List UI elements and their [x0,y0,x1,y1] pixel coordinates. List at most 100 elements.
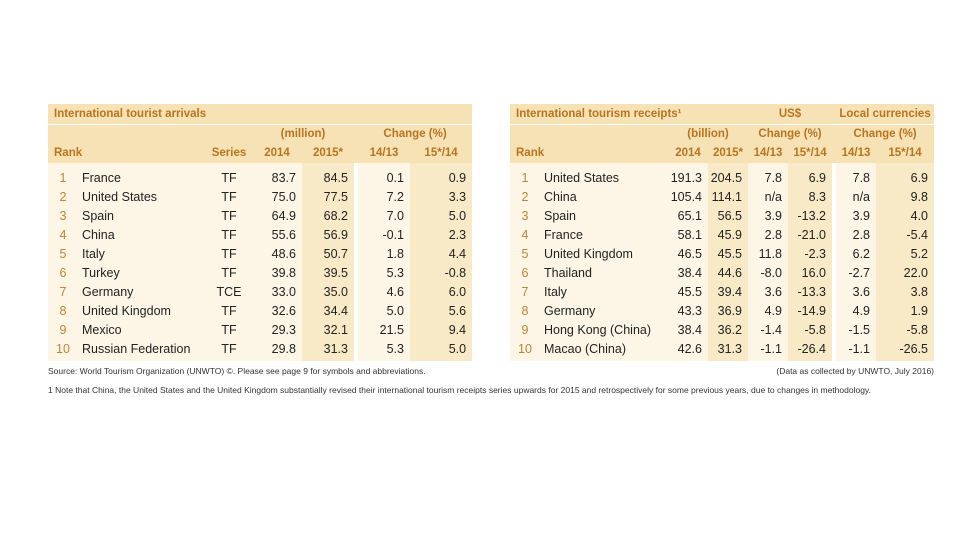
change-1514-cell: 5.0 [410,207,473,226]
rank-cell: 9 [510,321,540,340]
rank-header: Rank [48,144,206,163]
value-2014-cell: 64.9 [252,207,302,226]
value-2015-cell: 31.3 [302,340,354,361]
rank-cell: 1 [510,163,540,188]
series-cell: TF [206,188,252,207]
country-cell: China [78,226,206,245]
table-row: 1 France TF 83.7 84.5 0.1 0.9 [48,163,473,188]
rank-cell: 2 [510,188,540,207]
change-1514-cell: 5.6 [410,302,473,321]
local-change-1413-cell: -1.1 [836,340,877,361]
receipts-title: International tourism receipts¹ [510,104,749,125]
country-cell: Russian Federation [78,340,206,361]
country-cell: Italy [78,245,206,264]
country-cell: Germany [78,283,206,302]
year-2015-header: 2015* [708,144,749,163]
value-2015-cell: 77.5 [302,188,354,207]
change-1514-cell: -0.8 [410,264,473,283]
table-row: 9 Hong Kong (China) 38.4 36.2 -1.4 -5.8 -1.5 -5… [510,321,935,340]
table-row: 10 Russian Federation TF 29.8 31.3 5.3 5.0 [48,340,473,361]
local-change-1413-cell: -2.7 [836,264,877,283]
change-1514-cell: -21.0 [788,226,833,245]
series-cell: TF [206,207,252,226]
country-cell: Hong Kong (China) [540,321,668,340]
local-change-1413-cell: 6.2 [836,245,877,264]
rank-cell: 6 [510,264,540,283]
local-change-1413-header: 14/13 [836,144,877,163]
value-2015-cell: 32.1 [302,321,354,340]
arrivals-unit: (million) [252,124,354,144]
rank-cell: 2 [48,188,78,207]
arrivals-unit-row: (million) Change (%) [48,124,473,144]
change-1413-cell: -0.1 [358,226,410,245]
country-cell: United Kingdom [540,245,668,264]
table-row: 2 United States TF 75.0 77.5 7.2 3.3 [48,188,473,207]
country-cell: United States [78,188,206,207]
table-row: 9 Mexico TF 29.3 32.1 21.5 9.4 [48,321,473,340]
table-row: 3 Spain 65.1 56.5 3.9 -13.2 3.9 4.0 [510,207,935,226]
country-cell: Turkey [78,264,206,283]
rank-cell: 10 [48,340,78,361]
year-2014-header: 2014 [252,144,302,163]
table-row: 6 Turkey TF 39.8 39.5 5.3 -0.8 [48,264,473,283]
value-2015-cell: 39.5 [302,264,354,283]
value-2014-cell: 55.6 [252,226,302,245]
change-1413-cell: 5.0 [358,302,410,321]
value-2014-cell: 48.6 [252,245,302,264]
table-row: 5 Italy TF 48.6 50.7 1.8 4.4 [48,245,473,264]
change-1514-header: 15*/14 [788,144,833,163]
value-2015-cell: 44.6 [708,264,749,283]
country-cell: United States [540,163,668,188]
value-2015-cell: 204.5 [708,163,749,188]
rank-cell: 10 [510,340,540,361]
local-change-1413-cell: 4.9 [836,302,877,321]
rank-cell: 9 [48,321,78,340]
table-row: 6 Thailand 38.4 44.6 -8.0 16.0 -2.7 22.0 [510,264,935,283]
change-1413-cell: 5.3 [358,264,410,283]
change-1514-cell: 16.0 [788,264,833,283]
rank-cell: 7 [48,283,78,302]
change-1514-cell: -5.8 [788,321,833,340]
value-2014-cell: 32.6 [252,302,302,321]
table-row: 1 United States 191.3 204.5 7.8 6.9 7.8 6.9 [510,163,935,188]
year-2014-header: 2014 [668,144,708,163]
change-1413-cell: 7.0 [358,207,410,226]
change-1413-cell: 1.8 [358,245,410,264]
series-cell: TF [206,264,252,283]
local-change-1413-cell: 3.9 [836,207,877,226]
local-change-1514-cell: -26.5 [876,340,935,361]
receipts-column-headers: Rank 2014 2015* 14/13 15*/14 14/13 15*/1… [510,144,935,163]
value-2015-cell: 36.2 [708,321,749,340]
change-1514-cell: -14.9 [788,302,833,321]
rank-cell: 6 [48,264,78,283]
country-cell: Spain [540,207,668,226]
value-2014-cell: 105.4 [668,188,708,207]
rank-cell: 3 [48,207,78,226]
arrivals-title: International tourist arrivals [48,104,473,125]
change-1514-cell: 2.3 [410,226,473,245]
change-1514-cell: 5.0 [410,340,473,361]
value-2015-cell: 36.9 [708,302,749,321]
value-2014-cell: 33.0 [252,283,302,302]
rank-cell: 1 [48,163,78,188]
year-2015-header: 2015* [302,144,354,163]
value-2014-cell: 39.8 [252,264,302,283]
value-2014-cell: 43.3 [668,302,708,321]
change-1514-cell: 8.3 [788,188,833,207]
receipts-table: International tourism receipts¹ US$ Loca… [510,104,935,361]
country-cell: United Kingdom [78,302,206,321]
local-change-1413-cell: 2.8 [836,226,877,245]
rank-cell: 4 [48,226,78,245]
local-change-1514-cell: 1.9 [876,302,935,321]
country-cell: Germany [540,302,668,321]
series-cell: TF [206,245,252,264]
table-row: 8 United Kingdom TF 32.6 34.4 5.0 5.6 [48,302,473,321]
table-row: 10 Macao (China) 42.6 31.3 -1.1 -26.4 -1.1 -26.… [510,340,935,361]
change-1514-cell: -2.3 [788,245,833,264]
table-row: 8 Germany 43.3 36.9 4.9 -14.9 4.9 1.9 [510,302,935,321]
series-cell: TCE [206,283,252,302]
country-cell: Spain [78,207,206,226]
value-2015-cell: 34.4 [302,302,354,321]
country-cell: France [78,163,206,188]
rank-cell: 5 [510,245,540,264]
